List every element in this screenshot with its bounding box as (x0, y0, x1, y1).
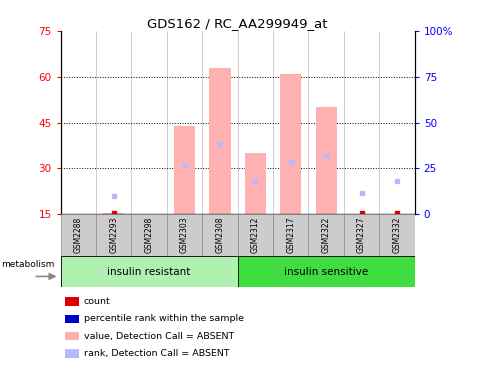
Bar (237, 256, 414, 287)
Text: metabolism: metabolism (1, 261, 55, 269)
Bar (237, 214, 272, 256)
Bar (65, 332, 79, 340)
Text: percentile rank within the sample: percentile rank within the sample (83, 314, 243, 324)
Bar (131, 214, 166, 256)
Text: GSM2322: GSM2322 (321, 217, 330, 253)
Bar (272, 214, 308, 256)
Text: value, Detection Call = ABSENT: value, Detection Call = ABSENT (83, 332, 233, 341)
Bar (343, 214, 378, 256)
Text: GSM2288: GSM2288 (74, 217, 83, 253)
Text: GSM2298: GSM2298 (144, 217, 153, 253)
Bar (96, 214, 131, 256)
Bar (202, 214, 237, 256)
Bar (103, 213, 124, 214)
Bar (280, 74, 301, 214)
Bar (378, 214, 414, 256)
Text: count: count (83, 297, 110, 306)
Bar (65, 350, 79, 358)
Text: GSM2308: GSM2308 (215, 217, 224, 253)
Text: GSM2327: GSM2327 (356, 217, 365, 253)
Text: GSM2303: GSM2303 (180, 217, 189, 254)
Text: rank, Detection Call = ABSENT: rank, Detection Call = ABSENT (83, 349, 229, 358)
Bar (166, 214, 202, 256)
Text: insulin resistant: insulin resistant (107, 267, 190, 277)
Text: GSM2332: GSM2332 (392, 217, 401, 253)
Bar (60, 214, 96, 256)
Bar (308, 214, 343, 256)
Bar (174, 126, 195, 214)
Text: GSM2293: GSM2293 (109, 217, 118, 253)
Bar (60, 256, 237, 287)
Text: GSM2317: GSM2317 (286, 217, 295, 253)
Bar (244, 153, 265, 214)
Text: GSM2312: GSM2312 (250, 217, 259, 253)
Bar (65, 315, 79, 323)
Bar (315, 107, 336, 214)
Title: GDS162 / RC_AA299949_at: GDS162 / RC_AA299949_at (147, 17, 327, 30)
Bar (65, 297, 79, 306)
Text: insulin sensitive: insulin sensitive (284, 267, 367, 277)
Bar (209, 68, 230, 214)
